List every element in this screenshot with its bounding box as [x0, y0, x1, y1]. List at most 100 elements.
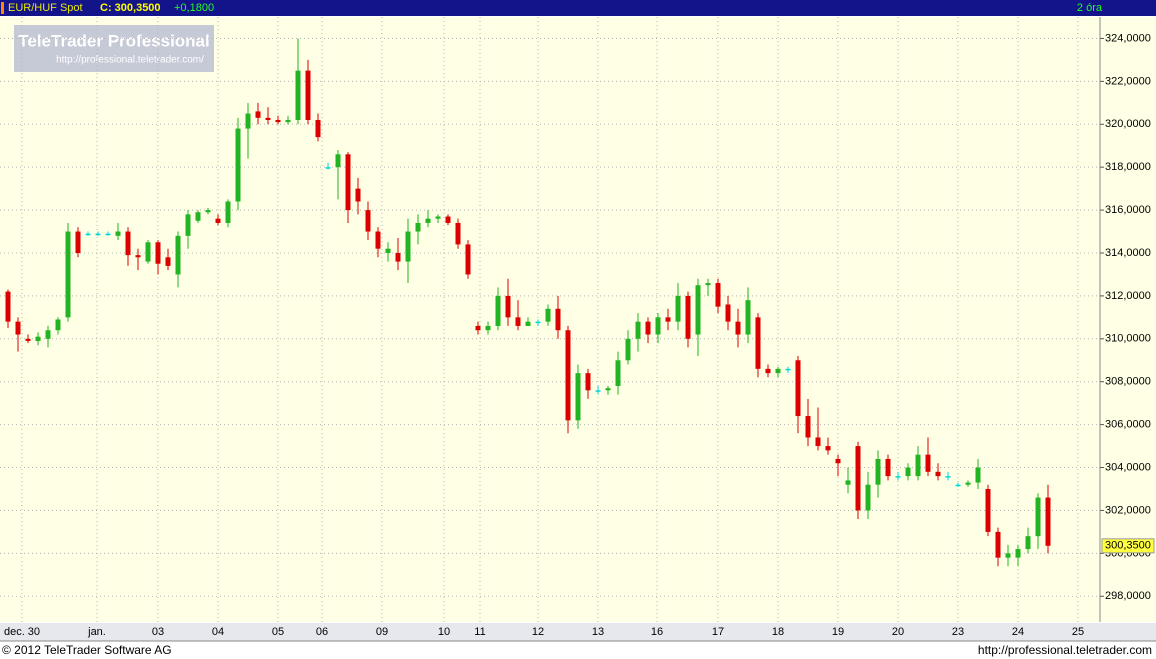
- candle-body: [115, 231, 121, 236]
- candle-body: [505, 295, 511, 318]
- candle-body: [895, 476, 901, 478]
- y-tick-label: 310,0000: [1105, 333, 1151, 345]
- candle-body: [775, 368, 781, 374]
- y-tick-label: 318,0000: [1105, 161, 1151, 173]
- x-tick-label: 20: [892, 626, 904, 638]
- candle-body: [255, 111, 261, 118]
- candle-body: [65, 231, 71, 318]
- y-tick-label: 316,0000: [1105, 204, 1151, 216]
- candle-body: [315, 119, 321, 138]
- candle-body: [25, 338, 31, 341]
- candle-body: [45, 330, 51, 339]
- candle-body: [275, 119, 281, 123]
- candle-body: [475, 325, 481, 331]
- y-tick-label: 304,0000: [1105, 461, 1151, 473]
- candle-body: [105, 233, 111, 236]
- candle-body: [265, 117, 271, 120]
- candle-body: [225, 201, 231, 223]
- candle-body: [375, 231, 381, 249]
- footer-url: http://professional.teletrader.com: [978, 643, 1152, 657]
- x-tick-label: 05: [272, 626, 284, 638]
- candle-body: [845, 480, 851, 485]
- x-tick-label: dec. 30: [4, 626, 40, 638]
- copyright: © 2012 TeleTrader Software AG: [2, 643, 172, 657]
- x-tick-label: 06: [316, 626, 328, 638]
- x-tick-label: jan.: [87, 626, 106, 638]
- candle-body: [605, 388, 611, 391]
- candle-body: [565, 330, 571, 421]
- candle-body: [555, 308, 561, 331]
- candle-body: [35, 336, 41, 341]
- x-tick-label: 25: [1072, 626, 1084, 638]
- candle-body: [795, 360, 801, 417]
- candle-body: [575, 373, 581, 421]
- axis-bg: [1100, 17, 1156, 622]
- y-tick-label: 314,0000: [1105, 247, 1151, 259]
- x-tick-label: 13: [592, 626, 604, 638]
- candle-body: [965, 482, 971, 485]
- candle-body: [355, 188, 361, 202]
- candle-body: [345, 154, 351, 211]
- candle-body: [425, 218, 431, 223]
- candle-body: [385, 248, 391, 253]
- logo-url: http://professional.teletrader.com/: [56, 55, 204, 66]
- candle-body: [735, 321, 741, 335]
- logo-box: [14, 25, 214, 72]
- candle-body: [195, 212, 201, 221]
- candle-body: [415, 222, 421, 232]
- candle-body: [765, 368, 771, 374]
- candle-body: [85, 233, 91, 236]
- x-tick-label: 24: [1012, 626, 1024, 638]
- y-tick-label: 322,0000: [1105, 75, 1151, 87]
- candle-body: [395, 252, 401, 262]
- candle-body: [635, 321, 641, 339]
- candle-body: [495, 295, 501, 326]
- candle-body: [525, 321, 531, 326]
- candle-body: [815, 437, 821, 447]
- candle-body: [1005, 553, 1011, 558]
- candle-body: [945, 476, 951, 478]
- close-text: C: 300,3500: [100, 2, 161, 14]
- candle-body: [295, 70, 301, 120]
- candle-body: [995, 531, 1001, 558]
- candle-body: [645, 321, 651, 335]
- last-price-label: 300,3500: [1105, 540, 1151, 552]
- y-tick-label: 298,0000: [1105, 590, 1151, 602]
- candle-body: [455, 222, 461, 245]
- candle-body: [405, 231, 411, 262]
- candle-body: [865, 484, 871, 511]
- candle-body: [1015, 549, 1021, 558]
- candle-body: [725, 304, 731, 322]
- y-tick-label: 320,0000: [1105, 118, 1151, 130]
- candle-body: [695, 285, 701, 335]
- x-tick-label: 03: [152, 626, 164, 638]
- y-tick-label: 312,0000: [1105, 290, 1151, 302]
- x-tick-label: 19: [832, 626, 844, 638]
- candle-body: [1045, 497, 1051, 546]
- candle-body: [675, 295, 681, 322]
- candle-body: [535, 321, 541, 324]
- last-price-box: [1101, 538, 1155, 554]
- candle-body: [205, 210, 211, 213]
- x-tick-label: 11: [474, 626, 485, 638]
- candle-body: [595, 390, 601, 392]
- candle-body: [165, 257, 171, 266]
- symbol: EUR/HUF Spot: [8, 2, 83, 14]
- candle-body: [135, 255, 141, 258]
- y-tick-label: 302,0000: [1105, 504, 1151, 516]
- candle-body: [175, 235, 181, 275]
- candle-body: [55, 319, 61, 331]
- candle-body: [245, 113, 251, 129]
- x-tick-label: 10: [438, 626, 450, 638]
- candle-body: [435, 216, 441, 219]
- candle-body: [125, 231, 131, 256]
- candle-body: [655, 317, 661, 335]
- candle-body: [885, 458, 891, 477]
- header-marker: [1, 2, 4, 14]
- candle-body: [705, 283, 711, 286]
- candle-body: [685, 295, 691, 339]
- candle-body: [745, 300, 751, 335]
- candle-body: [365, 210, 371, 232]
- x-axis-bar: [0, 623, 1156, 641]
